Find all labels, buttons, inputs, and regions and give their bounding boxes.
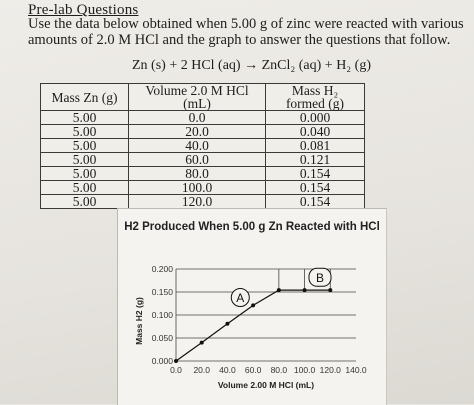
table-row: 5.00 80.0 0.154	[40, 166, 365, 181]
table-cell: 0.154	[265, 194, 365, 209]
x-axis-label: Volume 2.00 M HCl (mL)	[218, 380, 314, 390]
table-row: 5.00 0.0 0.000	[40, 110, 365, 125]
column-header-mass-h2: Mass H₂ formed (g)	[265, 83, 365, 111]
table-cell: 0.121	[265, 152, 365, 167]
y-tick-label: 0.050	[152, 333, 174, 343]
table-cell: 5.00	[40, 138, 129, 153]
table-cell: 0.0	[128, 110, 266, 125]
table-cell: 5.00	[40, 180, 129, 195]
x-tick-label: 0.0	[170, 365, 182, 375]
x-tick-label: 80.0	[271, 365, 288, 375]
y-tick-label: 0.100	[152, 310, 174, 320]
x-tick-label: 60.0	[245, 365, 262, 375]
data-point	[328, 288, 333, 293]
table-cell: 0.154	[265, 180, 365, 195]
table-row: 5.00 40.0 0.081	[40, 138, 365, 153]
column-header-volume-hcl: Volume 2.0 M HCl (mL)	[128, 83, 266, 111]
series-line	[175, 289, 331, 362]
annotation-a-marker	[230, 288, 250, 308]
reaction-equation: Zn (s) + 2 HCl (aq) → ZnCl₂ (aq) + H₂ (g…	[132, 58, 372, 73]
y-tick-label: 0.200	[152, 264, 174, 274]
data-point	[302, 288, 307, 293]
table-cell: 5.00	[40, 152, 129, 167]
table-cell: 100.0	[128, 180, 266, 195]
y-tick-label: 0.150	[152, 287, 174, 297]
data-point	[199, 340, 204, 345]
h2-chart: 0.000 0.050 0.100 0.150 0.200 0.0 20.0 40.0 60.0…	[134, 264, 367, 390]
x-tick-label: 40.0	[219, 365, 236, 375]
table-cell: 5.00	[40, 124, 129, 139]
table-cell: 20.0	[128, 124, 266, 139]
y-axis-label: Mass H2 (g)	[134, 297, 144, 345]
x-tick-label: 140.0	[345, 365, 367, 375]
annotation-a-label: A	[236, 291, 244, 305]
data-table: Mass Zn (g) Volume 2.0 M HCl (mL) Mass H…	[40, 83, 365, 209]
data-point	[174, 359, 178, 363]
table-cell: 80.0	[128, 166, 266, 181]
table-row: 5.00 20.0 0.040	[40, 124, 365, 139]
data-point	[225, 321, 230, 326]
table-cell: 5.00	[40, 166, 129, 181]
instructions-text: Use the data below obtained when 5.00 g …	[28, 16, 464, 48]
data-point	[251, 303, 256, 308]
table-cell: 5.00	[40, 110, 129, 125]
x-tick-label: 120.0	[320, 365, 342, 375]
chart-title: H2 Produced When 5.00 g Zn Reacted with …	[124, 221, 380, 233]
table-cell: 0.081	[265, 138, 365, 153]
table-header-row: Mass Zn (g) Volume 2.0 M HCl (mL) Mass H…	[40, 83, 365, 111]
data-point	[276, 288, 281, 293]
annotation-b-marker	[308, 267, 332, 287]
table-cell: 0.154	[265, 166, 365, 181]
y-tick-label: 0.000	[152, 356, 174, 366]
table-row: 5.00 120.0 0.154	[40, 194, 365, 209]
table-body: 5.00 0.0 0.000 5.00 20.0 0.040 5.00 40.0 0.081 5.…	[40, 110, 365, 209]
table-row: 5.00 100.0 0.154	[40, 180, 365, 195]
table-cell: 0.040	[265, 124, 365, 139]
column-header-mass-zn: Mass Zn (g)	[40, 83, 129, 111]
table-cell: 5.00	[40, 194, 129, 209]
x-tick-label: 100.0	[294, 365, 316, 375]
page-heading: Pre-lab Questions	[28, 2, 139, 18]
chart-panel: H2 Produced When 5.00 g Zn Reacted with …	[117, 208, 387, 405]
table-row: 5.00 60.0 0.121	[40, 152, 365, 167]
table-cell: 0.000	[265, 110, 365, 125]
table-cell: 40.0	[128, 138, 266, 153]
table-cell: 60.0	[128, 152, 266, 167]
x-tick-label: 20.0	[193, 365, 210, 375]
annotation-b-label: B	[316, 271, 324, 285]
table-cell: 120.0	[128, 194, 266, 209]
